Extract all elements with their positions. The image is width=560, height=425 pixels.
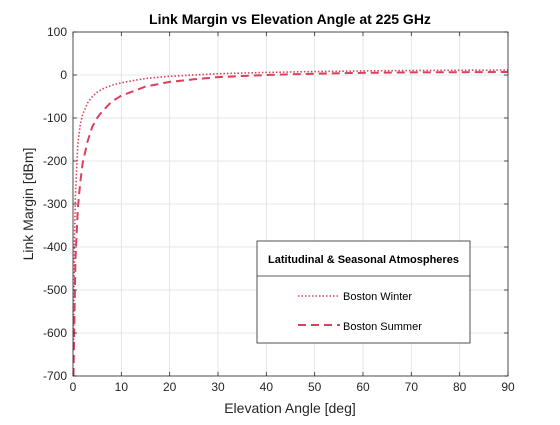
y-tick-label: -600 — [43, 326, 67, 340]
x-tick-label: 30 — [211, 380, 225, 394]
legend: Latitudinal & Seasonal Atmospheres Bosto… — [256, 240, 471, 344]
series-layer — [72, 69, 509, 377]
x-tick-label: 10 — [115, 380, 129, 394]
legend-box — [256, 240, 471, 344]
series-line-boston-summer — [72, 70, 509, 377]
y-tick-label: -300 — [43, 197, 67, 211]
y-tick-label: -700 — [43, 369, 67, 383]
y-axis-label: Link Margin [dBm] — [20, 148, 36, 261]
x-axis-label: Elevation Angle [deg] — [224, 400, 356, 416]
legend-title: Latitudinal & Seasonal Atmospheres — [268, 254, 459, 266]
y-tick-label: 0 — [60, 68, 67, 82]
x-tick-label: 0 — [70, 380, 77, 394]
x-tick-label: 80 — [453, 380, 467, 394]
y-tick-label: -200 — [43, 154, 67, 168]
y-tick-label: 100 — [47, 25, 67, 39]
chart-title: Link Margin vs Elevation Angle at 225 GH… — [149, 11, 431, 27]
series-line-boston-winter — [72, 69, 509, 351]
y-tick-label: -100 — [43, 111, 67, 125]
legend-entry-boston-summer: Boston Summer — [343, 321, 422, 333]
x-tick-label: 60 — [356, 380, 370, 394]
x-tick-label: 20 — [163, 380, 177, 394]
y-tick-label: -400 — [43, 240, 67, 254]
axes: 0 10 20 30 40 50 60 70 80 90 -700 -600 -500 -400 -300 -… — [43, 25, 515, 394]
x-tick-label: 70 — [405, 380, 419, 394]
y-tick-label: -500 — [43, 283, 67, 297]
legend-entry-boston-winter: Boston Winter — [343, 291, 412, 303]
x-tick-label: 50 — [308, 380, 322, 394]
x-tick-label: 90 — [501, 380, 515, 394]
x-tick-label: 40 — [260, 380, 274, 394]
